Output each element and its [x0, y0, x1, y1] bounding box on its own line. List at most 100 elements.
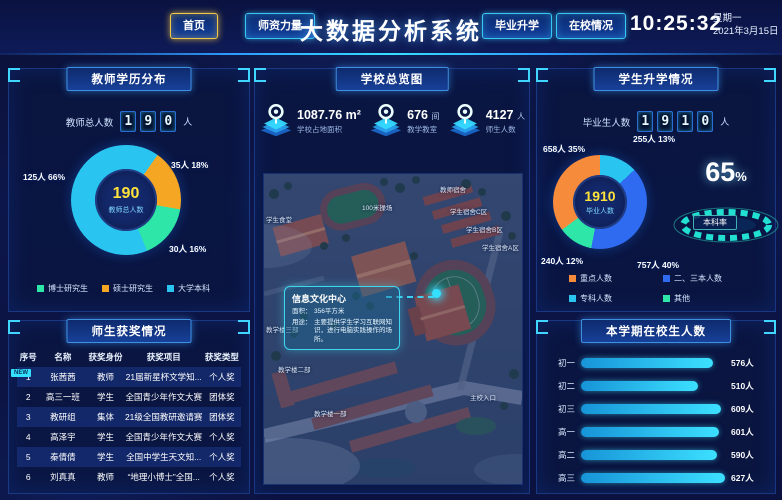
donut-callout-master: 35人 18% — [171, 160, 209, 170]
table-row: 2 高三一班 学生 全国青少年作文大赛 团体奖 — [17, 387, 241, 407]
counter-label: 毕业生人数 — [582, 117, 631, 129]
legend-swatch-master — [102, 285, 109, 292]
stat-unit: 人 — [516, 111, 525, 121]
campus-map-illustration — [264, 174, 522, 484]
legend-swatch-other — [663, 295, 670, 302]
bar-fill — [581, 403, 721, 414]
legend-swatch-college — [569, 295, 576, 302]
cell-name: 高三一班 — [45, 392, 80, 402]
legend-label: 博士研究生 — [48, 284, 88, 293]
nav-graduation-button[interactable]: 毕业升学 — [482, 13, 552, 39]
donut-callout-doctor: 30人 16% — [169, 244, 207, 254]
stat-label: 教学教室 — [407, 124, 438, 134]
rate-percent-sign: % — [735, 169, 747, 184]
map-label-dorm-c: 学生宿舍C区 — [450, 209, 488, 216]
map-label-canteen: 学生食堂 — [266, 217, 292, 224]
table-row: 3 教研组 集体 21级全国教研邀请赛 团体奖 — [17, 407, 241, 427]
cell-name: 秦倩倩 — [50, 452, 76, 462]
map-label-building2: 教学楼二部 — [278, 367, 311, 374]
bar-fill — [581, 449, 717, 460]
counter-digit: 9 — [140, 111, 157, 132]
nav-home-button[interactable]: 首页 — [170, 13, 218, 39]
cell-project: 21届新星杯文学知... — [125, 372, 202, 382]
cell-identity: 集体 — [96, 412, 114, 422]
advancement-legend: 重点人数 二、三本人数 专科人数 其他 — [569, 273, 773, 304]
donut-center-value: 190 — [112, 185, 140, 202]
counter-digit: 1 — [637, 111, 654, 132]
bar-row: 初三 609人 — [549, 397, 765, 420]
cell-no: 5 — [25, 452, 31, 462]
panel-title: 师生获奖情况 — [66, 319, 192, 343]
col-header: 序号 — [19, 352, 37, 362]
table-row: 5 秦倩倩 学生 全国中学生天文知... 个人奖 — [17, 447, 241, 467]
col-header: 获奖项目 — [146, 352, 181, 362]
stat-unit: 间 — [431, 111, 440, 121]
bar-value: 601人 — [731, 426, 754, 437]
bar-row: 高一 601人 — [549, 420, 765, 443]
legend-label: 重点人数 — [580, 274, 612, 283]
cell-identity: 教师 — [96, 472, 114, 482]
cell-no: 4 — [25, 432, 31, 442]
counter-unit: 人 — [720, 117, 730, 127]
panel-title: 学校总览图 — [335, 67, 449, 91]
cell-name: 教研组 — [50, 412, 76, 422]
col-header: 名称 — [54, 352, 72, 362]
bar-value: 590人 — [731, 449, 754, 460]
legend-label: 大学本科 — [178, 284, 210, 293]
counter-digit: 0 — [697, 111, 714, 132]
awards-table: 序号 名称 获奖身份 获奖项目 获奖类型 NEW 1 张茜茜 教师 21届新星杯… — [11, 347, 241, 487]
enrollment-bar-chart: 初一 576人 初二 510人 初三 609人 高一 601人 高二 — [549, 351, 765, 489]
stat-area: 1087.76 m² 学校占地面积 — [259, 101, 361, 141]
building-tooltip: 信息文化中心 面积： 356平方米 用途： 主要提供学生学习互联网知识，进行电脑实践… — [284, 286, 400, 350]
teacher-education-donut-chart: 190 教师总人数 — [71, 145, 181, 255]
legend-swatch-doctor — [37, 285, 44, 292]
stat-value: 676 — [407, 107, 428, 122]
bar-fill — [581, 472, 725, 483]
location-pin-icon — [370, 103, 402, 137]
panel-enrollment: 本学期在校生人数 初一 576人 初二 510人 初三 609人 高一 601人 — [536, 319, 776, 494]
cell-identity: 学生 — [96, 452, 114, 462]
legend-swatch-key — [569, 275, 576, 282]
overview-stats: 1087.76 m² 学校占地面积 676 间 教学教室 — [259, 101, 525, 141]
counter-digit: 1 — [120, 111, 137, 132]
legend-swatch-bachelor — [167, 285, 174, 292]
bar-row: 高二 590人 — [549, 443, 765, 466]
location-pin-icon — [449, 103, 480, 137]
bar-fill — [581, 380, 699, 391]
cell-project: 全国青少年作文大赛 — [125, 392, 202, 402]
advancement-donut-chart: 1910 毕业人数 — [553, 155, 647, 249]
cell-no: 6 — [25, 472, 31, 482]
cell-type: 个人奖 — [209, 372, 235, 382]
counter-digit: 0 — [160, 111, 177, 132]
counter-label: 教师总人数 — [65, 117, 114, 129]
cell-no: 1 — [25, 372, 31, 382]
campus-aerial-map: 教师宿舍 学生宿舍C区 学生宿舍B区 学生宿舍A区 100米操场 学生食堂 教学… — [263, 173, 523, 485]
panel-school-overview: 学校总览图 1087.76 m² 学校占地面积 — [254, 67, 530, 494]
legend-label: 专科人数 — [580, 294, 612, 303]
donut-callout-key: 658人 35% — [543, 144, 586, 154]
bar-fill — [581, 426, 720, 437]
header: 首页 师资力量 大数据分析系统 毕业升学 在校情况 10:25:32 星期一 2… — [0, 0, 782, 55]
cell-identity: 教师 — [96, 372, 114, 382]
panel-title: 教师学历分布 — [66, 67, 192, 91]
teacher-total-counter: 教师总人数 1 9 0 人 — [9, 111, 249, 132]
bar-row: 初一 576人 — [549, 351, 765, 374]
legend-label: 其他 — [674, 294, 690, 303]
donut-callout-college: 255人 13% — [633, 134, 676, 144]
donut-center-value: 1910 — [584, 188, 616, 204]
graduate-total-counter: 毕业生人数 1 9 1 0 人 — [537, 111, 775, 132]
bar-value: 627人 — [731, 472, 754, 483]
cell-type: 团体奖 — [209, 412, 235, 422]
tooltip-connector-line — [386, 296, 434, 298]
map-label-building3: 教学楼三部 — [266, 327, 299, 334]
tooltip-area-value: 356平方米 — [314, 308, 345, 315]
page-title: 大数据分析系统 — [300, 18, 482, 44]
donut-callout-bachelor: 125人 66% — [23, 172, 66, 182]
nav-faculty-button[interactable]: 师资力量 — [245, 13, 315, 39]
stat-label: 学校占地面积 — [297, 124, 342, 134]
legend-swatch-tier23 — [663, 275, 670, 282]
cell-project: “地理小博士”全国... — [127, 472, 200, 482]
nav-campus-status-button[interactable]: 在校情况 — [556, 13, 626, 39]
bar-value: 510人 — [731, 380, 754, 391]
